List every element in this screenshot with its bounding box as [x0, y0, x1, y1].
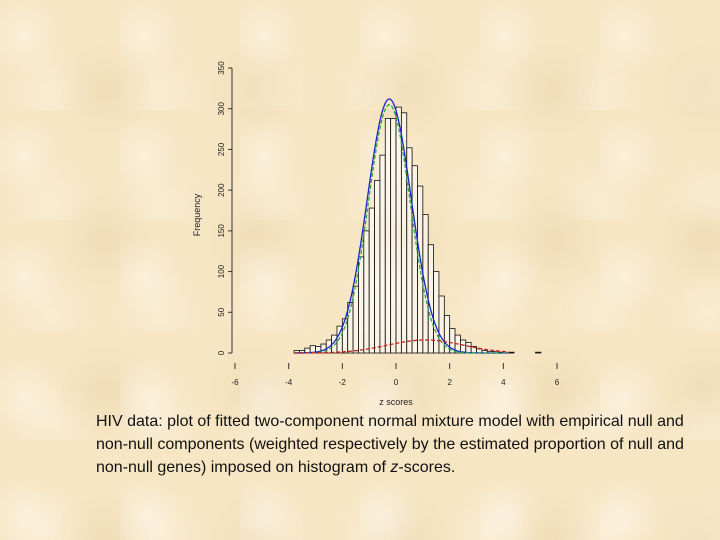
histogram-bar: [465, 342, 472, 354]
histogram-bar: [395, 106, 402, 354]
caption-suffix: -scores.: [398, 459, 456, 476]
curve-null: [294, 104, 509, 354]
x-tick-label: -6: [231, 378, 239, 387]
histogram-chart: 0 50 100 150 200 250 300 350 -6 -4 -2 0 2 4 6 Frequen…: [192, 61, 560, 407]
x-tick-label: 4: [501, 378, 506, 387]
histogram-bar: [384, 118, 392, 354]
y-axis-label: Frequency: [192, 193, 202, 236]
figure-caption: HIV data: plot of fitted two-component n…: [96, 410, 706, 479]
histogram-bars: [293, 106, 542, 354]
y-tick-label: 250: [217, 142, 226, 156]
x-axis: -6 -4 -2 0 2 4 6: [231, 363, 560, 387]
histogram-bar: [358, 256, 365, 354]
histogram-bar: [390, 118, 397, 354]
x-tick-label: 0: [394, 378, 399, 387]
histogram-bar: [422, 214, 429, 354]
x-axis-label: z scores: [379, 397, 413, 407]
histogram-bar: [379, 154, 386, 354]
histogram-bar: [443, 315, 451, 354]
histogram-bar: [535, 351, 542, 354]
y-tick-label: 0: [217, 350, 226, 355]
x-tick-label: 6: [555, 378, 560, 387]
histogram-bar: [459, 339, 467, 354]
histogram-bar: [368, 207, 375, 354]
histogram-bar: [427, 244, 434, 354]
histogram-bar: [508, 351, 515, 354]
histogram-bar: [352, 285, 359, 354]
fitted-curves: [294, 98, 509, 354]
x-tick-label: -2: [339, 378, 347, 387]
caption-text: HIV data: plot of fitted two-component n…: [96, 413, 689, 476]
caption-emphasis: z: [390, 459, 399, 476]
x-tick-label: -4: [285, 378, 293, 387]
y-tick-label: 200: [217, 183, 226, 197]
y-tick-label: 100: [217, 264, 226, 278]
y-tick-label: 50: [217, 307, 226, 316]
y-tick-label: 350: [217, 61, 226, 75]
y-tick-label: 300: [217, 101, 226, 115]
histogram-bar: [411, 165, 418, 354]
y-axis: 0 50 100 150 200 250 300 350: [217, 61, 233, 355]
y-tick-label: 150: [217, 224, 226, 238]
histogram-bar: [438, 295, 445, 354]
curve-non-null: [294, 339, 509, 354]
x-tick-label: 2: [447, 378, 452, 387]
histogram-bar: [374, 179, 381, 354]
histogram-bar: [363, 230, 370, 354]
